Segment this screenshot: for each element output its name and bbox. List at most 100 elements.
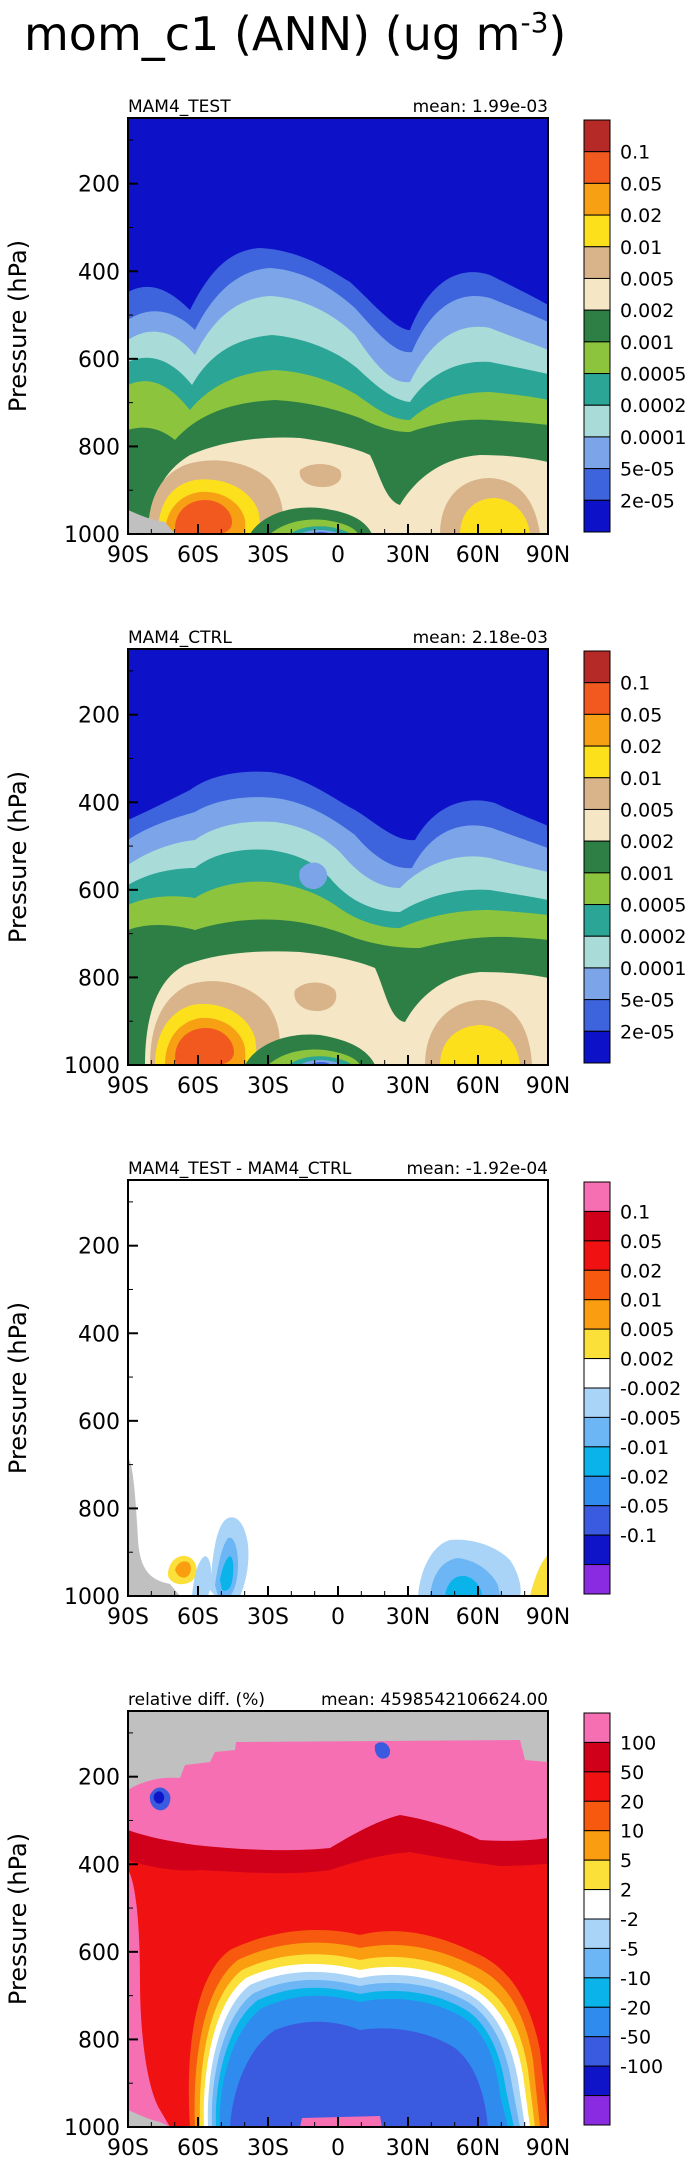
- colorbar-label: 0.01: [620, 768, 662, 790]
- colorbar-swatch: [583, 1505, 611, 1536]
- colorbar-label: 0.002: [620, 831, 674, 853]
- y-tick-label: 1000: [64, 523, 120, 548]
- colorbar-label: 0.02: [620, 1260, 662, 1282]
- contour-level-0.005-c: [294, 982, 337, 1012]
- colorbar-label: -0.01: [620, 1437, 669, 1459]
- y-tick-label: 600: [78, 879, 120, 904]
- colorbar-swatch: [583, 1800, 611, 1832]
- colorbar-swatch: [583, 1771, 611, 1802]
- colorbar-label: -50: [620, 2027, 651, 2049]
- y-tick-label: 200: [78, 704, 120, 729]
- colorbar-swatch: [583, 1387, 611, 1418]
- colorbar-label: 5: [620, 1850, 632, 1872]
- x-ticks-diff: 90S 60S 30S 0 30N 60N 90N: [107, 1586, 570, 1630]
- pos-0.002-pole: [530, 1555, 548, 1596]
- colorbar-label: -0.005: [620, 1407, 681, 1429]
- colorbar-swatch: [583, 1977, 611, 2008]
- y-tick-label: 600: [78, 1941, 120, 1966]
- colorbar-swatch: [583, 777, 611, 810]
- colorbar-label: -2: [620, 1909, 639, 1931]
- y-tick-label: 600: [78, 1410, 120, 1435]
- colorbar-swatch: [583, 246, 611, 279]
- colorbar-swatch: [583, 1889, 611, 1920]
- colorbar-swatch: [583, 1181, 611, 1212]
- y-ticks-test: 200 400 600 800 1000: [64, 139, 138, 548]
- colorbar-swatch: [583, 1712, 611, 1743]
- x-ticks-test: 90S 60S 30S 0 30N 60N 90N: [107, 524, 570, 568]
- colorbar-swatch: [583, 1947, 611, 1979]
- colorbar-swatch: [583, 214, 611, 248]
- colorbar-test: 0.1 0.05 0.02 0.01 0.005 0.002 0.001 0.0005 0.00…: [583, 119, 686, 533]
- x-tick-label: 90N: [526, 543, 570, 568]
- colorbar-swatch: [583, 1918, 611, 1949]
- x-tick-label: 0: [331, 2136, 345, 2161]
- panel-diff: MAM4_TEST - MAM4_CTRL mean: -1.92e-04 Pr…: [4, 1159, 681, 1630]
- colorbar-swatch: [583, 967, 611, 1001]
- y-axis-label-test: Pressure (hPa): [4, 240, 32, 412]
- colorbar-swatch: [583, 182, 611, 216]
- colorbar-label: -0.1: [620, 1525, 657, 1547]
- colorbar-label: 0.01: [620, 1290, 662, 1312]
- colorbar-diff: 0.1 0.05 0.02 0.01 0.005 0.002 -0.002 -0.005 -0.…: [583, 1181, 681, 1595]
- neg-0.002-b: [192, 1556, 212, 1596]
- colorbar-label: -0.05: [620, 1496, 669, 1518]
- y-tick-label: 800: [78, 435, 120, 460]
- colorbar-swatch: [583, 309, 611, 343]
- colorbar-swatch: [583, 2006, 611, 2038]
- panel-left-label-diff: MAM4_TEST - MAM4_CTRL: [128, 1159, 352, 1179]
- panel-left-label-rel: relative diff. (%): [128, 1690, 265, 1710]
- y-ticks-diff: 200 400 600 800 1000: [64, 1201, 138, 1610]
- y-tick-label: 400: [78, 260, 120, 285]
- panel-left-label-ctrl: MAM4_CTRL: [128, 628, 232, 648]
- colorbar-swatch: [583, 650, 611, 684]
- y-axis-label-diff: Pressure (hPa): [4, 1302, 32, 1474]
- y-tick-label: 800: [78, 2028, 120, 2053]
- x-tick-label: 90S: [107, 543, 149, 568]
- colorbar-label: 0.0001: [620, 427, 686, 449]
- neg-0.01-nh: [445, 1575, 482, 1596]
- x-tick-label: 60N: [456, 1074, 500, 1099]
- panel-right-label-rel: mean: 4598542106624.00: [321, 1690, 548, 1710]
- panel-right-label-test: mean: 1.99e-03: [413, 97, 548, 117]
- panel-ctrl: MAM4_CTRL mean: 2.18e-03 Pressure (hPa) …: [4, 628, 686, 1099]
- colorbar-label: 0.002: [620, 1349, 674, 1371]
- y-ticks-rel: 200 400 600 800 1000: [64, 1732, 138, 2141]
- x-tick-label: 60N: [456, 2136, 500, 2161]
- y-tick-label: 400: [78, 1853, 120, 1878]
- colorbar-label: 0.001: [620, 863, 674, 885]
- colorbar-swatch: [583, 682, 611, 715]
- colorbar-swatch: [583, 745, 611, 779]
- y-axis-label-ctrl: Pressure (hPa): [4, 771, 32, 943]
- plot-area-test: [128, 118, 548, 534]
- colorbar-swatch: [583, 373, 611, 406]
- colorbar-swatch: [583, 872, 611, 906]
- y-axis-label-rel: Pressure (hPa): [4, 1833, 32, 2005]
- colorbar-swatch: [583, 277, 611, 311]
- colorbar-label: 0.0001: [620, 958, 686, 980]
- colorbar-ctrl: 0.1 0.05 0.02 0.01 0.005 0.002 0.001 0.0005 0.00…: [583, 650, 686, 1064]
- colorbar-label: 2: [620, 1880, 632, 1902]
- colorbar-swatch: [583, 151, 611, 184]
- colorbar-label: 0.005: [620, 1319, 674, 1341]
- x-tick-label: 90N: [526, 1074, 570, 1099]
- contour-level-0.05-a: [175, 1028, 234, 1065]
- colorbar-label: 0.002: [620, 300, 674, 322]
- colorbar-swatch: [583, 499, 611, 533]
- panel-test: MAM4_TEST mean: 1.99e-03 Pressure (hPa) …: [4, 97, 686, 568]
- y-tick-label: 200: [78, 1766, 120, 1791]
- colorbar-label: -10: [620, 1968, 651, 1990]
- colorbar-label: 0.05: [620, 704, 662, 726]
- colorbar-label: 0.005: [620, 799, 674, 821]
- x-tick-label: 60S: [177, 543, 219, 568]
- figure-title-superscript: -3: [520, 6, 548, 39]
- x-tick-label: 30N: [386, 1074, 430, 1099]
- x-tick-label: 90S: [107, 2136, 149, 2161]
- colorbar-label: -5: [620, 1938, 639, 1960]
- x-ticks-ctrl: 90S 60S 30S 0 30N 60N 90N: [107, 1055, 570, 1099]
- y-tick-label: 1000: [64, 1585, 120, 1610]
- y-ticks-ctrl: 200 400 600 800 1000: [64, 670, 138, 1079]
- colorbar-swatch: [583, 1446, 611, 1477]
- colorbar-label: 0.0002: [620, 926, 686, 948]
- figure-title-close: ): [548, 7, 566, 61]
